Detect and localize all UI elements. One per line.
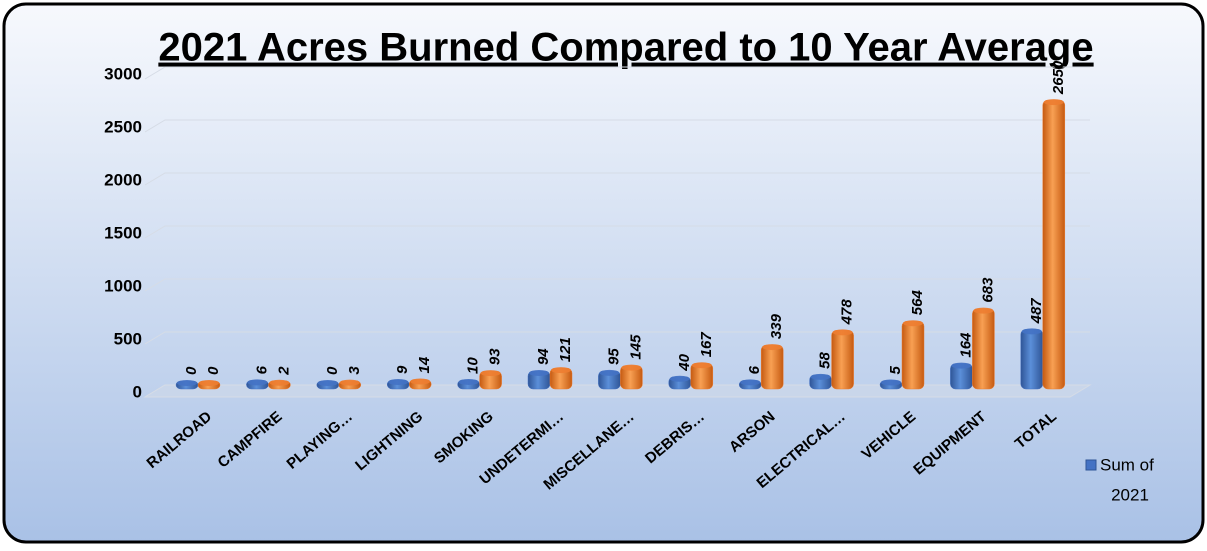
value-label: 40 [676, 353, 693, 371]
bar-top [269, 379, 290, 386]
value-label: 145 [627, 334, 644, 360]
value-label: 94 [535, 348, 552, 365]
y-tick-label: 0 [133, 382, 142, 401]
grid-line [144, 331, 1090, 345]
legend-label: Sum of [1100, 455, 1154, 474]
bar-top [973, 307, 994, 314]
bar-top [551, 367, 571, 374]
value-label: 339 [768, 313, 785, 339]
legend-swatch [1085, 459, 1097, 471]
value-label: 121 [557, 337, 574, 362]
y-tick-label: 500 [114, 329, 142, 348]
value-label: 0 [183, 366, 200, 375]
value-label: 164 [957, 332, 974, 358]
grid-line [144, 278, 1090, 292]
grid-line [144, 225, 1090, 239]
value-label: 0 [324, 366, 341, 375]
chart-title: 2021 Acres Burned Compared to 10 Year Av… [158, 26, 1093, 70]
grid-line [144, 66, 1090, 80]
value-label: 6 [253, 365, 270, 374]
bar-top [339, 379, 360, 386]
value-label: 3 [346, 366, 363, 375]
value-label: 14 [416, 356, 433, 373]
bar-top [903, 320, 923, 327]
value-label: 683 [979, 277, 996, 303]
bar-top [177, 380, 197, 386]
bar [831, 330, 854, 390]
y-tick-label: 3000 [104, 64, 142, 83]
value-label: 6 [746, 365, 763, 374]
bar-top [832, 329, 853, 336]
bar-top [529, 370, 549, 377]
value-label: 2 [275, 366, 292, 376]
value-label: 58 [817, 352, 834, 369]
bar-top [458, 378, 479, 385]
y-tick-label: 2500 [104, 117, 142, 136]
value-label: 167 [698, 332, 715, 358]
bar-top [881, 379, 901, 386]
y-tick-label: 2000 [104, 170, 142, 189]
bar-top [388, 379, 409, 386]
bar-top [740, 379, 761, 386]
value-label: 487 [1028, 298, 1045, 325]
bar-top [951, 362, 972, 369]
grid-line [144, 119, 1090, 133]
bar-top [247, 379, 268, 386]
floor [143, 384, 1092, 398]
bar-top [199, 380, 219, 386]
value-label: 478 [839, 299, 856, 326]
bar [760, 344, 784, 390]
value-label: 10 [465, 357, 482, 374]
bar [972, 308, 995, 390]
value-label: 95 [605, 348, 622, 365]
bar-top [1021, 328, 1042, 335]
bar-top [810, 373, 831, 380]
bar-top [599, 369, 620, 376]
value-label: 5 [887, 365, 904, 374]
bar-top [691, 362, 712, 369]
bar [1042, 99, 1066, 390]
bar-top [317, 380, 338, 386]
bar [901, 320, 925, 390]
bar-top [669, 375, 690, 382]
y-tick-label: 1500 [104, 223, 142, 242]
bar-top [762, 344, 783, 351]
value-label: 0 [205, 366, 222, 375]
grid-line [144, 172, 1090, 186]
bar-top [1043, 99, 1064, 106]
bar-top [410, 378, 431, 385]
y-tick-label: 1000 [104, 276, 142, 295]
value-label: 564 [909, 290, 926, 316]
legend-label-2: 2021 [1111, 485, 1149, 504]
bar-top [480, 370, 501, 377]
value-label: 2650 [1050, 60, 1067, 95]
value-label: 9 [394, 365, 411, 374]
value-label: 93 [487, 348, 504, 365]
bar [1020, 329, 1044, 390]
bar-top [621, 364, 642, 371]
